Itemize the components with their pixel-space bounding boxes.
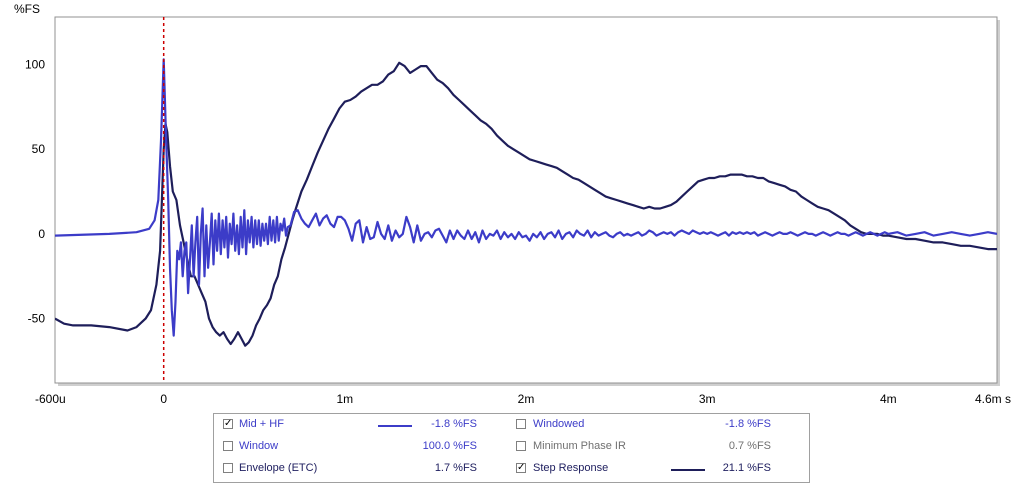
tick-labels: -600u 0 1m 2m 3m 4m 4.6m s 100 50 0 -50 %FS [14,2,1011,406]
legend-checkbox[interactable] [223,463,233,473]
legend-checkbox[interactable]: ✓ [223,418,233,429]
y-axis-label: %FS [14,2,40,16]
legend-value: 0.7 %FS [728,440,771,452]
chart[interactable]: -600u 0 1m 2m 3m 4m 4.6m s 100 50 0 -50 %FS [0,0,1024,412]
x-tick-label: 4.6m s [975,392,1011,406]
plot-area [54,16,998,384]
legend-value: 21.1 %FS [722,462,771,474]
x-tick-label: -600u [35,392,66,406]
legend-row: ✓ Mid + HF -1.8 %FS Windowed -1.8 %FS [214,416,809,436]
legend-label[interactable]: Windowed [533,418,585,430]
legend-label[interactable]: Mid + HF [239,418,284,430]
legend-checkbox[interactable]: ✓ [516,462,526,473]
traces [55,17,997,383]
legend-value: 100.0 %FS [422,440,477,452]
legend-panel: ✓ Mid + HF -1.8 %FS Windowed -1.8 %FS Window 1… [213,413,810,483]
y-tick-label: 50 [32,142,46,156]
legend-checkbox[interactable] [223,441,233,451]
legend-label[interactable]: Window [239,440,279,452]
x-tick-label: 1m [337,392,354,406]
legend-label[interactable]: Step Response [533,462,609,474]
x-tick-label: 4m [880,392,897,406]
y-tick-label: -50 [28,312,46,326]
legend-swatch [378,425,412,427]
legend-value: 1.7 %FS [434,462,477,474]
legend-row: Window 100.0 %FS Minimum Phase IR 0.7 %FS [214,438,809,458]
y-tick-label: 100 [25,57,45,71]
series-line-step-response [55,61,997,347]
legend-label[interactable]: Envelope (ETC) [239,462,318,474]
legend-value: -1.8 %FS [725,418,771,430]
series-line-mid-hf [55,58,997,337]
legend-row: Envelope (ETC) 1.7 %FS ✓ Step Response 21.1 … [214,460,809,480]
legend-checkbox[interactable] [516,441,526,451]
legend-value: -1.8 %FS [431,418,477,430]
x-tick-label: 3m [699,392,716,406]
x-tick-label: 0 [160,392,167,406]
legend-label[interactable]: Minimum Phase IR [533,440,626,452]
y-tick-label: 0 [38,227,45,241]
x-tick-label: 2m [518,392,535,406]
legend-swatch [671,469,705,471]
axes [54,16,1000,386]
legend-checkbox[interactable] [516,419,526,429]
